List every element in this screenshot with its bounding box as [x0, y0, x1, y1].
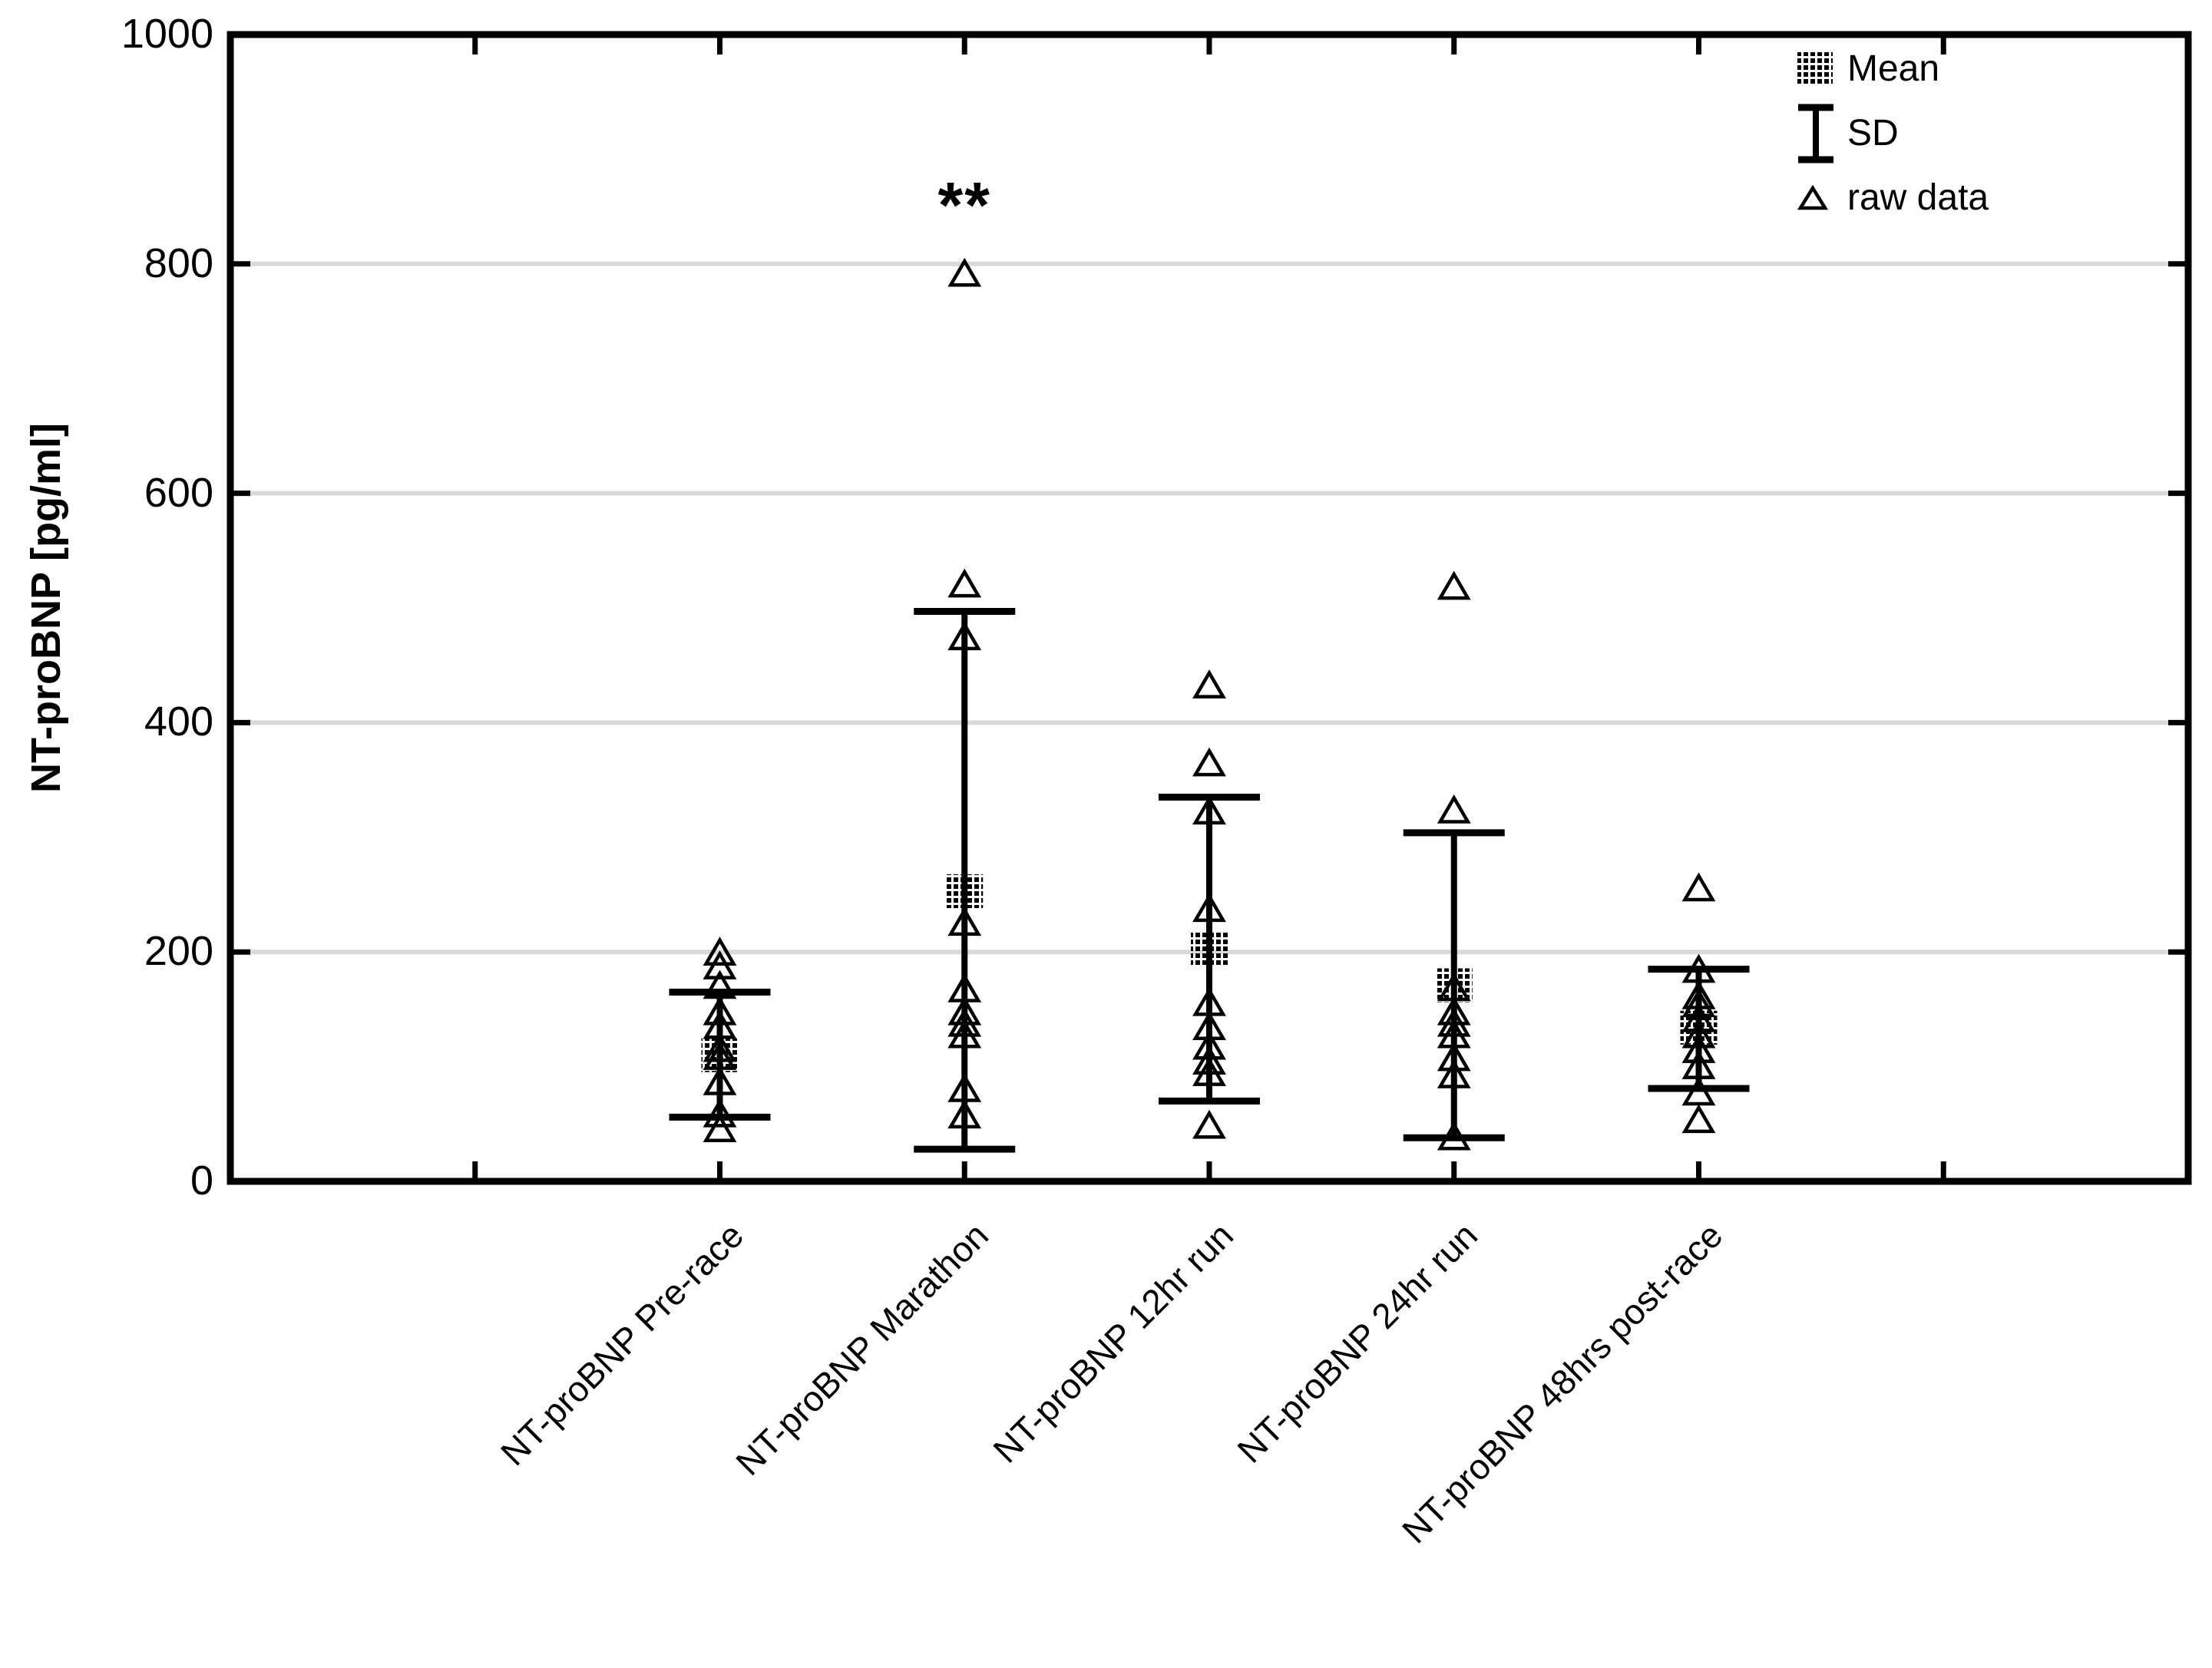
axes-frame-layer — [226, 31, 2192, 1185]
y-axis-title: NT-proBNP [pg/ml] — [23, 423, 69, 793]
raw-data-point — [1681, 1019, 1716, 1049]
raw-data-point — [1437, 1042, 1471, 1072]
raw-data-point — [1192, 1011, 1226, 1041]
raw-data-point — [947, 257, 982, 287]
raw-data-point — [703, 1066, 737, 1095]
raw-data-point — [1681, 1104, 1716, 1134]
raw-data-point — [1192, 893, 1226, 923]
raw-data-point — [1437, 794, 1471, 824]
y-tick-label: 800 — [144, 239, 213, 286]
raw-data-point — [947, 1099, 982, 1129]
raw-data-point — [703, 950, 737, 979]
raw-data-point — [703, 1032, 737, 1062]
y-tick-label: 400 — [144, 699, 213, 745]
mean-marker — [946, 874, 984, 909]
raw-data-point — [1192, 669, 1226, 699]
legend-item-raw-data: raw data — [1797, 169, 1989, 227]
raw-data-point — [1681, 1034, 1716, 1063]
raw-data-point — [1192, 1109, 1226, 1139]
raw-data-point — [703, 1098, 737, 1128]
raw-data-point — [1192, 747, 1226, 777]
legend: Mean SD raw data — [1797, 40, 1989, 227]
raw-data-point — [947, 907, 982, 936]
raw-data-point — [1681, 1002, 1716, 1032]
raw-data-point — [1681, 1076, 1716, 1106]
y-tick-label: 600 — [144, 469, 213, 516]
raw-data-point — [1192, 1057, 1226, 1086]
legend-label-raw-data: raw data — [1847, 177, 1989, 218]
raw-data-point — [1681, 988, 1716, 1018]
raw-data-point — [947, 1007, 982, 1037]
raw-data-point — [1437, 1007, 1471, 1037]
raw-data-point — [1681, 872, 1716, 902]
raw-data-point — [703, 996, 737, 1026]
legend-label-mean: Mean — [1847, 48, 1940, 89]
y-tick-label: 0 — [190, 1157, 213, 1204]
raw-data-point — [947, 568, 982, 598]
sd-errorbar-icon — [1797, 104, 1847, 163]
significance-annotation: ** — [937, 169, 991, 242]
raw-data-point — [703, 1113, 737, 1143]
y-tick-label: 1000 — [121, 10, 213, 57]
raw-data-point — [1437, 1121, 1471, 1151]
y-tick-label: 200 — [144, 928, 213, 975]
legend-label-sd: SD — [1847, 113, 1899, 154]
raw-data-point — [1192, 795, 1226, 825]
legend-item-sd: SD — [1797, 104, 1989, 163]
raw-data-point — [1192, 1045, 1226, 1075]
legend-item-mean: Mean — [1797, 40, 1989, 98]
mean-marker — [1191, 931, 1228, 966]
data-layer — [669, 257, 1750, 1153]
raw-data-point — [1437, 570, 1471, 600]
raw-data-point — [947, 621, 982, 651]
raw-data-point — [947, 1019, 982, 1049]
raw-data-point — [1437, 1059, 1471, 1088]
triangle-icon — [1797, 184, 1847, 212]
mean-marker-icon — [1797, 51, 1847, 87]
raw-data-point — [703, 936, 737, 966]
